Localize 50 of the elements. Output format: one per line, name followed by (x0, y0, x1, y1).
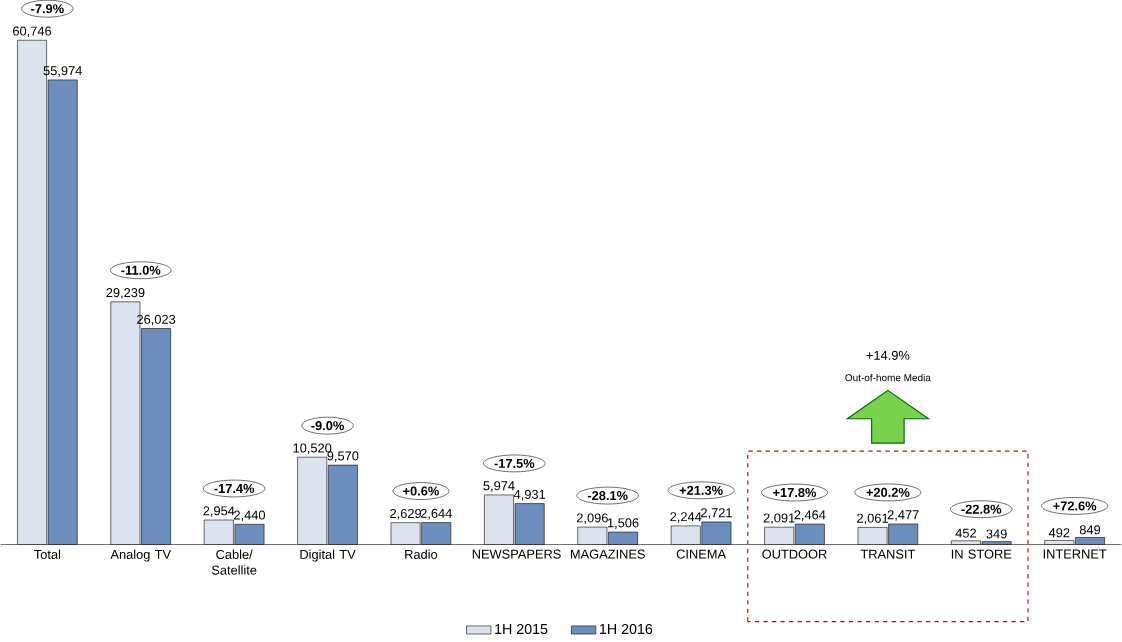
x-tick-label: Digital TV (300, 549, 356, 562)
data-label: 2,244 (670, 512, 702, 523)
x-tick-label: OUTDOOR (762, 549, 827, 559)
x-tick-label: Total (34, 549, 61, 560)
data-label: 26,023 (137, 314, 176, 326)
data-label: 2,464 (794, 510, 826, 522)
x-tick-label: Analog TV (110, 549, 171, 562)
annotation: -17.4% (214, 484, 255, 494)
data-label: 849 (1079, 525, 1101, 535)
data-label: 5,974 (483, 481, 515, 492)
legend-label: 1H 2016 (600, 624, 653, 635)
data-label: 60,746 (13, 26, 52, 38)
x-tick-label: CINEMA (676, 549, 727, 559)
data-label: 55,974 (43, 66, 82, 77)
x-tick-label: IN STORE (951, 549, 1012, 559)
x-tick-label: TRANSIT (860, 549, 916, 559)
data-label: 1,506 (607, 518, 639, 529)
text: -7.9% (31, 4, 64, 14)
x-tick-label: NEWSPAPERS (472, 549, 561, 559)
data-label: 2,091 (763, 513, 795, 525)
data-label: 2,440 (234, 510, 266, 522)
data-label: 2,061 (857, 513, 888, 525)
x-tick-label: Cable/ Satellite (211, 549, 257, 575)
data-label: 2,954 (203, 506, 235, 517)
annotation: Out-of-home Media (845, 374, 931, 382)
data-label: 29,239 (106, 288, 145, 299)
data-label: 349 (986, 529, 1007, 539)
data-label: 452 (955, 528, 976, 538)
data-label: 2,644 (420, 508, 452, 520)
annotation: -11.0% (121, 265, 161, 275)
annotation: +14.9% (866, 350, 910, 360)
data-label: 4,931 (513, 489, 546, 501)
annotation: +72.6% (1053, 501, 1097, 511)
annotation: -17.5% (494, 459, 535, 469)
x-tick-label: INTERNET (1043, 549, 1107, 559)
data-label: 492 (1048, 528, 1070, 538)
annotation: -22.8% (961, 504, 1002, 514)
annotation: +0.6% (403, 486, 439, 496)
annotation: +21.3% (679, 485, 723, 496)
data-label: 2,477 (887, 510, 919, 521)
annotation: +17.8% (773, 488, 817, 498)
data-label: 2,629 (390, 509, 422, 520)
legend-label: 1H 2015 (495, 624, 548, 635)
annotation: -9.0% (311, 421, 344, 431)
x-tick-label: MAGAZINES (570, 549, 645, 559)
data-label: 2,721 (701, 508, 732, 519)
x-tick-label: Radio (405, 549, 438, 560)
data-label: 2,096 (576, 513, 608, 525)
annotation: +20.2% (866, 487, 910, 498)
annotation: -28.1% (587, 491, 628, 501)
